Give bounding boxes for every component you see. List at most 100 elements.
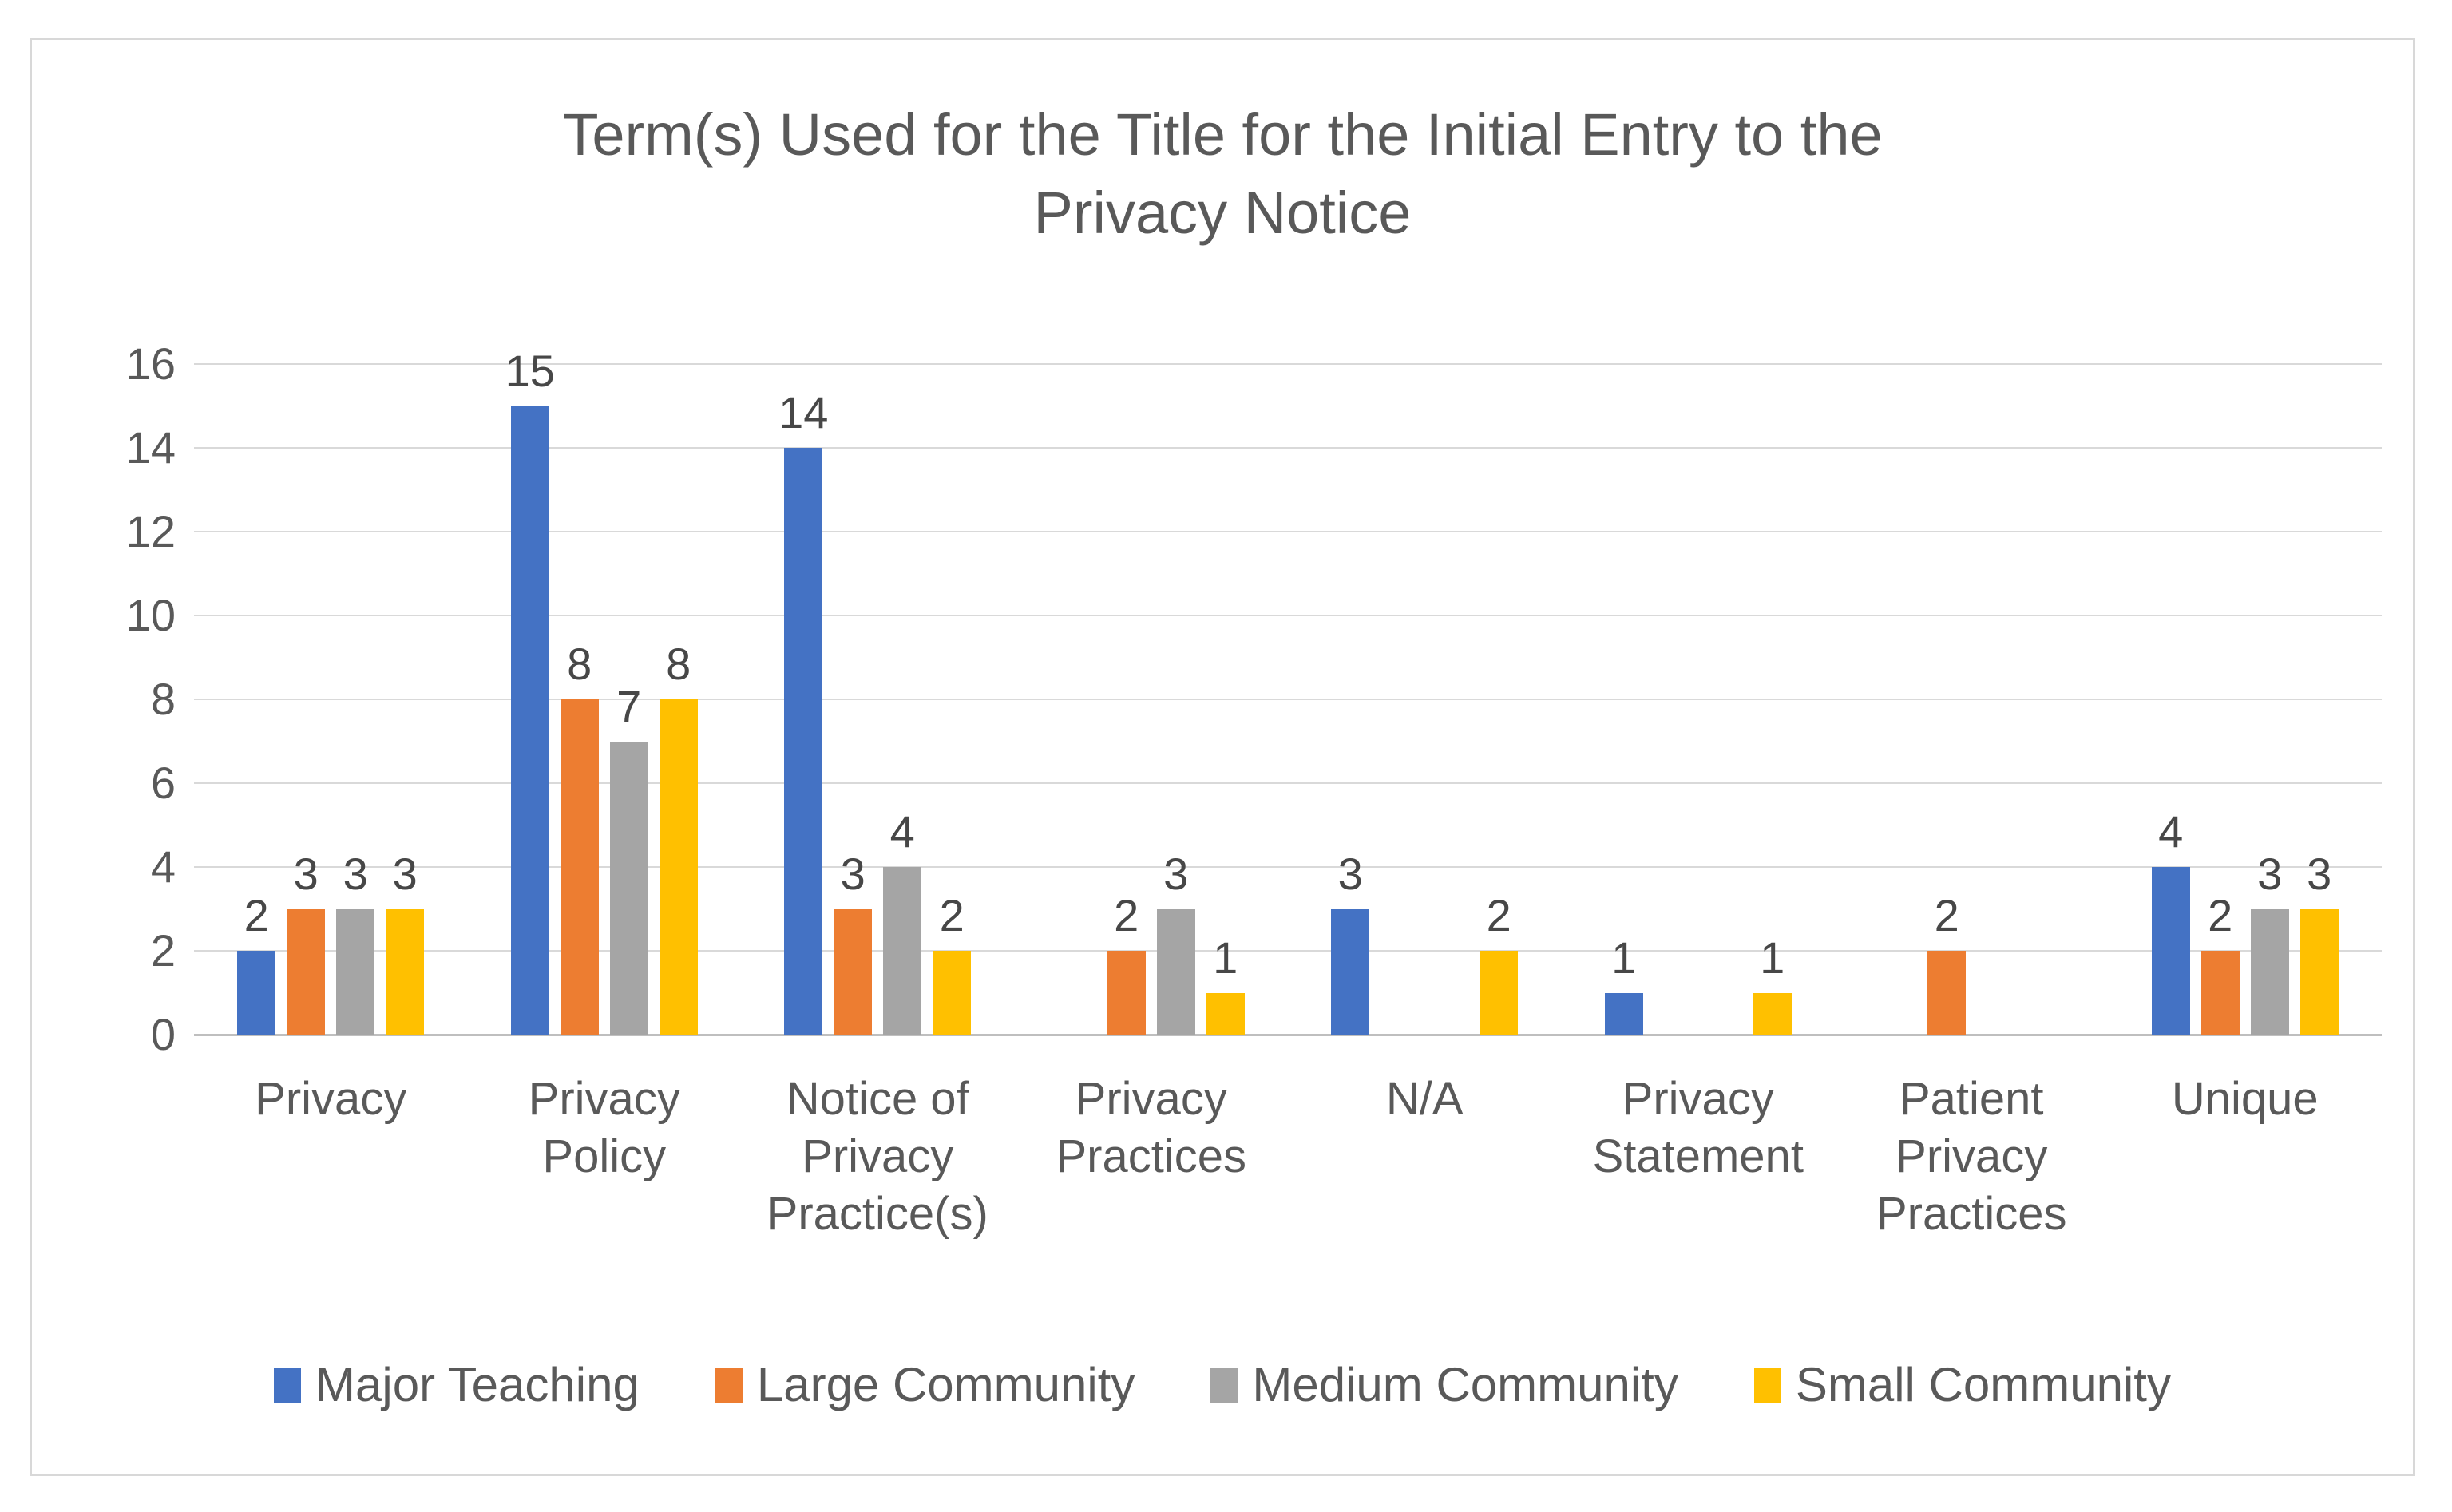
gridline — [194, 531, 2382, 532]
bar-slot: 2 — [933, 364, 972, 1035]
bar-value-label: 3 — [343, 848, 368, 899]
x-axis-line — [194, 1034, 2382, 1036]
bar — [659, 699, 698, 1035]
legend-item: Small Community — [1753, 1357, 2171, 1412]
bar-slot: 2 — [2200, 364, 2240, 1035]
bar-value-label: 2 — [2208, 890, 2233, 940]
category-label: Notice of Privacy Practice(s) — [741, 1071, 1015, 1243]
bar-group: 2 — [1835, 364, 2109, 1035]
y-tick-label: 0 — [150, 1009, 176, 1059]
gridline — [194, 615, 2382, 616]
bar-slot: 4 — [883, 364, 922, 1035]
legend-label: Large Community — [756, 1358, 1135, 1411]
bar — [883, 867, 922, 1035]
bar — [834, 908, 873, 1035]
gridline — [194, 699, 2382, 700]
bar-value-label: 2 — [1934, 890, 1959, 940]
bar-slot: 3 — [2250, 364, 2289, 1035]
bar-slot — [1380, 364, 1419, 1035]
bar-slot: 2 — [1480, 364, 1519, 1035]
bar-slot: 2 — [1927, 364, 1967, 1035]
category-label-line: Statement — [1592, 1130, 1804, 1182]
y-tick-label: 4 — [150, 841, 176, 892]
category-label-line: Policy — [542, 1130, 667, 1182]
plot-area: 2 3 3 3 15 8 7 8 14 3 4 2 2 3 1 3 2 1 1 2 4 2 3 3 — [194, 346, 2382, 1036]
legend-swatch — [1753, 1367, 1781, 1403]
category-label-line: Privacy — [1895, 1130, 2048, 1182]
category-label-line: Practices — [1056, 1130, 1246, 1182]
bar-value-label: 1 — [1611, 932, 1637, 983]
bar-value-label: 8 — [567, 639, 592, 689]
bar-slot: 1 — [1206, 364, 1245, 1035]
bar-slot: 3 — [336, 364, 375, 1035]
category-label: Patient Privacy Practices — [1835, 1071, 2109, 1243]
bar-group: 15 8 7 8 — [468, 346, 742, 1035]
bar-value-label: 3 — [2307, 848, 2332, 899]
y-tick-label: 16 — [125, 338, 176, 389]
legend: Major Teaching Large Community Medium Comm… — [32, 1357, 2413, 1412]
bar-slot: 15 — [505, 346, 555, 1035]
category-label-line: Privacy — [802, 1130, 954, 1182]
category-label-line: Unique — [2171, 1073, 2319, 1125]
bar — [510, 406, 549, 1035]
bar-slot: 7 — [609, 364, 648, 1035]
category-label-line: Privacy — [1075, 1073, 1227, 1125]
bar-slot: 3 — [1156, 364, 1195, 1035]
legend-item: Major Teaching — [274, 1357, 640, 1412]
category-label-line: Privacy — [528, 1073, 680, 1125]
category-label: Privacy — [194, 1071, 468, 1243]
bar-value-label: 4 — [2158, 806, 2184, 857]
bar-value-label: 3 — [1163, 848, 1189, 899]
bar-slot: 1 — [1753, 364, 1792, 1035]
bar — [560, 699, 599, 1035]
bar — [933, 951, 972, 1035]
bar-slot — [1654, 364, 1693, 1035]
bar — [1480, 951, 1519, 1035]
bar-value-label: 4 — [889, 806, 915, 857]
bar-value-label: 7 — [616, 680, 642, 731]
chart-title-line-2: Privacy Notice — [1033, 180, 1412, 246]
gridline — [194, 950, 2382, 952]
bar-slot: 8 — [659, 364, 698, 1035]
category-label: Privacy Practices — [1015, 1071, 1289, 1243]
category-label-line: Notice of — [786, 1073, 969, 1125]
bar-slot: 3 — [1331, 364, 1370, 1035]
bar-slot: 3 — [834, 364, 873, 1035]
legend-label: Major Teaching — [315, 1358, 640, 1411]
bar — [609, 741, 648, 1035]
bar-value-label: 2 — [1114, 890, 1139, 940]
category-label-line: Privacy — [255, 1073, 407, 1125]
bar — [1927, 951, 1967, 1035]
bar-slot: 2 — [237, 364, 276, 1035]
bar-slot: 3 — [287, 364, 326, 1035]
bar — [1604, 992, 1643, 1035]
bar — [1206, 992, 1245, 1035]
gridline — [194, 782, 2382, 784]
bar-value-label: 14 — [778, 387, 829, 437]
legend-item: Medium Community — [1210, 1357, 1678, 1412]
category-label: Privacy Statement — [1562, 1071, 1836, 1243]
category-label-line: Privacy — [1622, 1073, 1774, 1125]
bar — [1156, 908, 1195, 1035]
bar-value-label: 1 — [1760, 932, 1785, 983]
category-label-line: Patient — [1899, 1073, 2044, 1125]
gridline — [194, 866, 2382, 868]
category-label: Unique — [2109, 1071, 2383, 1243]
bar — [784, 448, 823, 1035]
gridline — [194, 447, 2382, 449]
y-tick-label: 8 — [150, 674, 176, 724]
y-tick-label: 6 — [150, 758, 176, 808]
bar-value-label: 2 — [244, 890, 269, 940]
category-label-line: N/A — [1385, 1073, 1464, 1125]
y-tick-label: 10 — [125, 590, 176, 640]
legend-swatch — [715, 1367, 743, 1403]
x-axis-labels: Privacy Privacy Policy Notice of Privacy Prac… — [194, 1071, 2382, 1243]
category-label-line: Practice(s) — [766, 1188, 988, 1240]
category-label-line: Practices — [1876, 1188, 2067, 1240]
bar-slot: 3 — [2299, 364, 2339, 1035]
